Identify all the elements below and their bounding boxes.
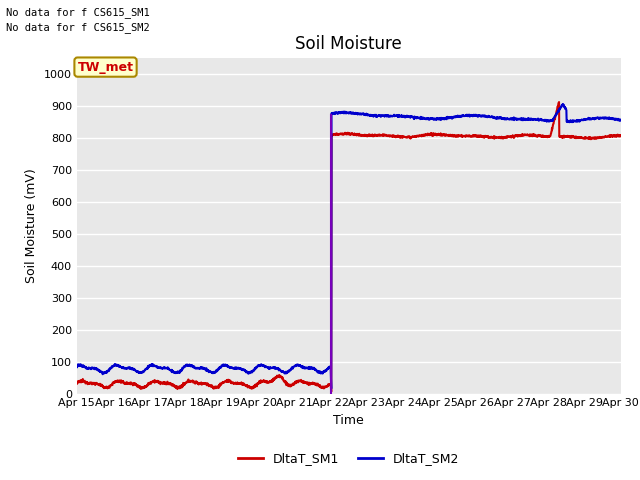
DltaT_SM1 (100, 384, 108, 390)
DltaT_SM2 (338, 110, 346, 116)
DltaT_SM1 (602, 133, 609, 139)
Line: DltaT_SM2: DltaT_SM2 (77, 104, 621, 389)
Text: No data for f CS615_SM1: No data for f CS615_SM1 (6, 7, 150, 18)
X-axis label: Time: Time (333, 414, 364, 427)
Text: TW_met: TW_met (77, 60, 134, 73)
Title: Soil Moisture: Soil Moisture (296, 35, 402, 53)
DltaT_SM1 (602, 134, 609, 140)
DltaT_SM2 (559, 101, 566, 107)
Legend: DltaT_SM1, DltaT_SM2: DltaT_SM1, DltaT_SM2 (233, 447, 465, 470)
DltaT_SM1 (502, 135, 509, 141)
DltaT_SM1 (73, 381, 81, 386)
DltaT_SM2 (73, 363, 81, 369)
Text: No data for f CS615_SM2: No data for f CS615_SM2 (6, 22, 150, 33)
DltaT_SM1 (323, 384, 331, 390)
DltaT_SM1 (338, 131, 346, 137)
DltaT_SM2 (602, 115, 609, 121)
Line: DltaT_SM1: DltaT_SM1 (77, 102, 621, 392)
DltaT_SM1 (555, 99, 563, 105)
DltaT_SM2 (328, 386, 335, 392)
DltaT_SM1 (328, 389, 335, 395)
DltaT_SM2 (617, 117, 625, 123)
DltaT_SM2 (602, 115, 609, 121)
Y-axis label: Soil Moisture (mV): Soil Moisture (mV) (26, 168, 38, 283)
DltaT_SM2 (323, 366, 331, 372)
DltaT_SM2 (502, 116, 509, 122)
DltaT_SM1 (617, 133, 625, 139)
DltaT_SM2 (100, 370, 108, 375)
